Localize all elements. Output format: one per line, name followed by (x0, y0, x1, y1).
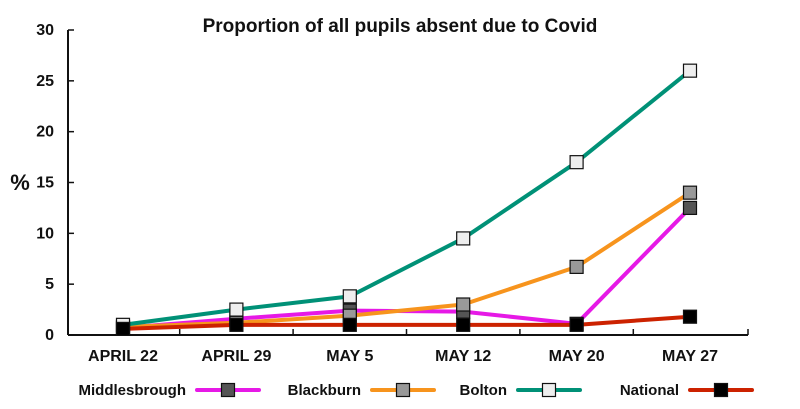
y-tick-label: 30 (36, 22, 54, 39)
axes: 0 5 10 15 20 25 30 APRIL 22 APRIL 29 MAY 5 MAY 12 M… (36, 22, 749, 365)
data-point-national (569, 317, 584, 332)
x-tick-label: APRIL 29 (201, 348, 271, 365)
legend-marker (220, 382, 236, 398)
legend: Middlesbrough Blackburn Bolton National (79, 382, 754, 399)
y-axis-label: % (10, 170, 30, 195)
y-tick-label: 25 (36, 73, 54, 90)
data-point-national (682, 309, 698, 324)
legend-marker (541, 382, 557, 398)
legend-label: Middlesbrough (79, 382, 187, 399)
x-tick-label: MAY 27 (662, 348, 718, 365)
data-point-national (229, 317, 244, 332)
series-lines (121, 68, 692, 331)
data-point-national (342, 317, 357, 332)
y-tick-label: 20 (36, 124, 54, 141)
data-point-blackburn (569, 259, 584, 274)
data-point-blackburn (456, 297, 471, 312)
chart-title: Proportion of all pupils absent due to C… (203, 16, 598, 37)
data-point-blackburn (682, 185, 698, 200)
x-tick-label: MAY 20 (549, 348, 605, 365)
data-point-bolton (569, 155, 584, 170)
series-markers (115, 63, 698, 336)
x-tick-label: APRIL 22 (88, 348, 158, 365)
data-point-bolton (229, 302, 244, 317)
data-point-middlesbrough (682, 200, 698, 216)
legend-label: National (620, 382, 679, 399)
series-line-national (121, 314, 692, 331)
x-tick-label: MAY 5 (326, 348, 373, 365)
data-point-bolton (682, 63, 698, 78)
data-point-national (115, 321, 131, 336)
legend-marker (395, 382, 411, 398)
y-tick-label: 0 (45, 327, 54, 344)
legend-marker (713, 382, 729, 398)
series-line-blackburn (121, 190, 692, 329)
data-point-bolton (342, 289, 357, 304)
x-tick-label: MAY 12 (435, 348, 491, 365)
y-tick-label: 5 (45, 276, 54, 293)
y-tick-label: 10 (36, 225, 54, 242)
data-point-national (456, 317, 471, 332)
series-line-bolton (121, 68, 692, 327)
y-tick-label: 15 (36, 175, 54, 192)
legend-label: Blackburn (288, 382, 361, 399)
data-point-bolton (456, 231, 471, 246)
legend-label: Bolton (460, 382, 507, 399)
